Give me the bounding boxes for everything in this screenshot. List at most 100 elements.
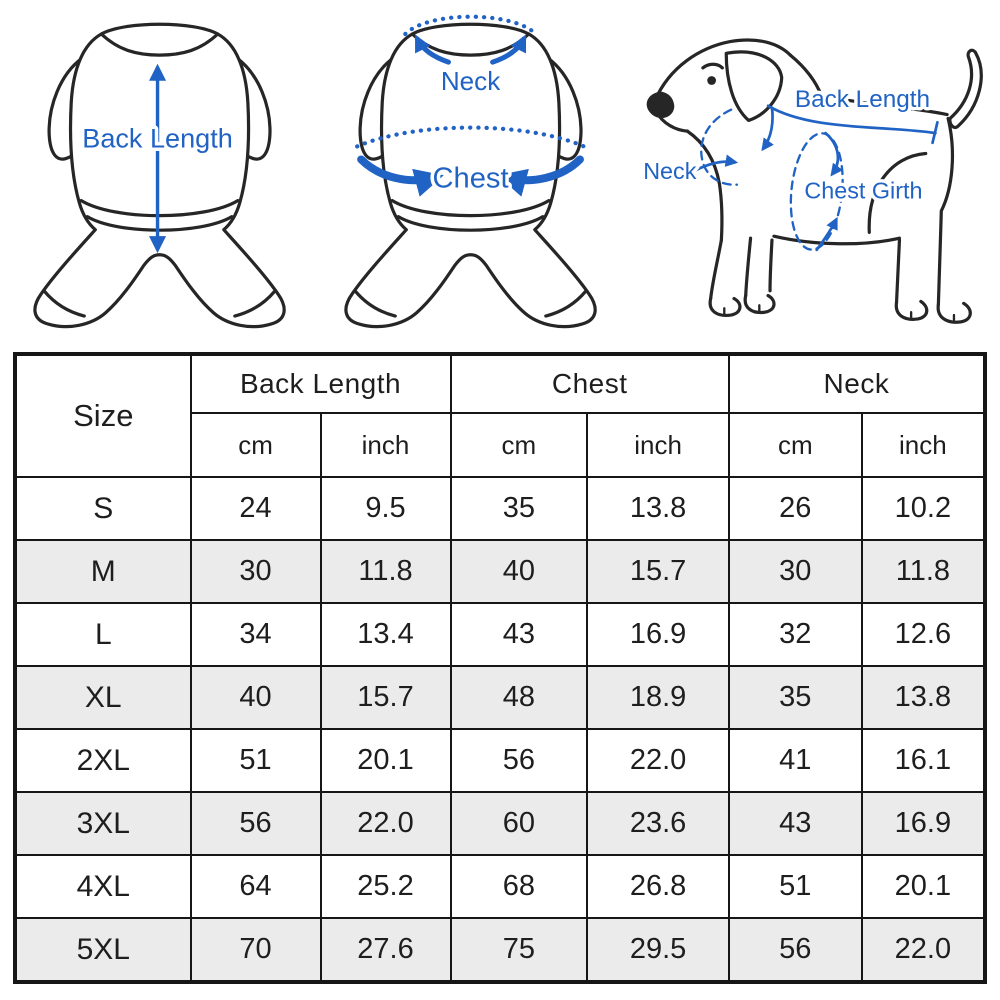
value-cell: 60 bbox=[449, 791, 589, 856]
value-cell: 40 bbox=[449, 539, 589, 604]
chest-dotted-line bbox=[355, 125, 587, 149]
value-cell: 56 bbox=[727, 917, 863, 983]
value-cell: 35 bbox=[727, 665, 863, 730]
dog-front-leg-2 bbox=[768, 238, 774, 293]
value-cell: 43 bbox=[727, 791, 863, 856]
value-cell: 56 bbox=[449, 728, 589, 793]
dog-front-leg-outer bbox=[709, 238, 724, 301]
value-cell: 25.2 bbox=[319, 854, 452, 919]
value-cell: 24 bbox=[189, 476, 322, 541]
back-length-arrow-down bbox=[761, 106, 775, 152]
dog-front-paw-2 bbox=[743, 293, 776, 315]
back-length-annotation: Back Length bbox=[79, 63, 236, 254]
chest-arrow-right bbox=[497, 155, 585, 197]
chest-arrow-left bbox=[357, 155, 444, 197]
value-cell: 51 bbox=[727, 854, 863, 919]
dog-ear bbox=[724, 50, 784, 123]
chest-label: Chest bbox=[433, 163, 509, 195]
dog-head-top bbox=[653, 38, 793, 102]
size-cell: S bbox=[14, 476, 192, 541]
neck-label: Neck bbox=[643, 158, 697, 184]
size-cell: 4XL bbox=[14, 854, 192, 919]
value-cell: 11.8 bbox=[319, 539, 452, 604]
dog-front-paw-1 bbox=[708, 296, 742, 318]
value-cell: 48 bbox=[449, 665, 589, 730]
back-length-end-tick bbox=[931, 121, 939, 145]
table-row-4xl: 4XL 64 25.2 68 26.8 51 20.1 bbox=[14, 854, 987, 919]
back-length-label: Back Length bbox=[82, 122, 233, 153]
value-cell: 68 bbox=[449, 854, 589, 919]
unit-header-back-length-inch: inch bbox=[319, 412, 452, 478]
back-length-group-header: Back Length bbox=[189, 353, 452, 414]
unit-header-neck-cm: cm bbox=[727, 412, 863, 478]
garment-body bbox=[33, 32, 286, 329]
value-cell: 34 bbox=[189, 602, 322, 667]
measurement-diagrams: Back Length bbox=[0, 0, 1000, 350]
value-cell: 41 bbox=[727, 728, 863, 793]
chest-arrow-up bbox=[815, 216, 838, 252]
value-cell: 16.9 bbox=[586, 602, 730, 667]
value-cell: 26.8 bbox=[586, 854, 730, 919]
dog-tail bbox=[948, 48, 983, 130]
dog-belly bbox=[772, 234, 902, 246]
value-cell: 13.8 bbox=[860, 665, 987, 730]
value-cell: 26 bbox=[727, 476, 863, 541]
size-cell: L bbox=[14, 602, 192, 667]
right-cuff bbox=[544, 289, 588, 318]
garment-outline bbox=[344, 22, 597, 329]
chest-girth-label: Chest Girth bbox=[805, 177, 923, 203]
value-cell: 40 bbox=[189, 665, 322, 730]
table-row-3xl: 3XL 56 22.0 60 23.6 43 16.9 bbox=[14, 791, 987, 856]
size-cell: M bbox=[14, 539, 192, 604]
value-cell: 9.5 bbox=[319, 476, 452, 541]
value-cell: 15.7 bbox=[586, 539, 730, 604]
chest-group-header: Chest bbox=[449, 353, 730, 414]
neck-group-header: Neck bbox=[727, 353, 987, 414]
chest-annotation bbox=[355, 125, 587, 197]
value-cell: 12.6 bbox=[860, 602, 987, 667]
neck-arrow-right bbox=[490, 34, 527, 65]
value-cell: 20.1 bbox=[319, 728, 452, 793]
dog-neck-line bbox=[789, 53, 824, 98]
value-cell: 30 bbox=[727, 539, 863, 604]
unit-header-row: cm inch cm inch cm inch bbox=[15, 412, 987, 478]
hem-line-2 bbox=[396, 215, 545, 232]
table-row-m: M 30 11.8 40 15.7 30 11.8 bbox=[14, 539, 987, 604]
group-header-row: Size Back Length Chest Neck bbox=[14, 353, 987, 478]
dog-nose bbox=[646, 91, 675, 119]
dog-back-line bbox=[820, 94, 949, 117]
value-cell: 23.6 bbox=[586, 791, 730, 856]
value-cell: 75 bbox=[449, 917, 589, 983]
size-cell: 5XL bbox=[14, 917, 192, 983]
hem-line-1 bbox=[390, 198, 551, 218]
value-cell: 43 bbox=[449, 602, 589, 667]
value-cell: 22.0 bbox=[319, 791, 452, 856]
garment-body bbox=[344, 32, 597, 329]
value-cell: 18.9 bbox=[586, 665, 730, 730]
value-cell: 64 bbox=[189, 854, 322, 919]
dog-rear-leg-front bbox=[895, 238, 902, 305]
dog-chest-line bbox=[685, 129, 724, 242]
value-cell: 20.1 bbox=[860, 854, 987, 919]
left-cuff bbox=[42, 289, 86, 318]
value-cell: 70 bbox=[189, 917, 322, 983]
garment-back-diagram: Back Length bbox=[33, 22, 286, 329]
table-header: Size Back Length Chest Neck cm inch cm i… bbox=[14, 353, 987, 478]
dog-eye bbox=[707, 76, 717, 85]
collar-rim bbox=[99, 22, 220, 36]
table-row-l: L 34 13.4 43 16.9 32 12.6 bbox=[14, 602, 987, 667]
table-row-s: S 24 9.5 35 13.8 26 10.2 bbox=[14, 476, 987, 541]
value-cell: 16.9 bbox=[860, 791, 987, 856]
value-cell: 13.4 bbox=[319, 602, 452, 667]
table-row-2xl: 2XL 51 20.1 56 22.0 41 16.1 bbox=[14, 728, 987, 793]
value-cell: 32 bbox=[727, 602, 863, 667]
garment-outline bbox=[33, 22, 286, 329]
value-cell: 22.0 bbox=[586, 728, 730, 793]
dog-rear-paw-2 bbox=[894, 299, 929, 321]
neck-dashed-line bbox=[700, 108, 739, 186]
dog-outline bbox=[646, 38, 983, 324]
neck-arrow-left bbox=[414, 34, 452, 65]
dog-rear-outline bbox=[936, 116, 955, 306]
neck-arrow bbox=[694, 154, 739, 172]
unit-header-neck-inch: inch bbox=[860, 412, 987, 478]
